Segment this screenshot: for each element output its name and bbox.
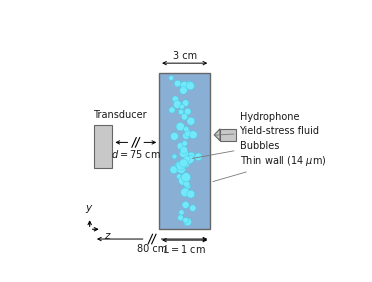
Point — [183, 127, 189, 131]
Point — [171, 134, 177, 139]
Point — [182, 114, 187, 119]
Point — [168, 76, 174, 80]
Text: 80 cm: 80 cm — [137, 244, 167, 254]
Point — [181, 151, 187, 155]
Point — [190, 133, 196, 137]
Point — [182, 161, 188, 166]
Point — [180, 178, 186, 183]
Point — [177, 144, 183, 148]
Text: 3 cm: 3 cm — [173, 50, 197, 61]
Point — [183, 203, 189, 207]
Point — [176, 163, 182, 167]
Point — [188, 119, 194, 124]
Point — [180, 161, 186, 165]
Bar — [94, 125, 112, 168]
Point — [183, 101, 189, 105]
Point — [185, 184, 190, 188]
Point — [190, 206, 196, 210]
Text: $y$: $y$ — [86, 203, 94, 215]
Text: $d = 75$ cm: $d = 75$ cm — [111, 148, 161, 160]
Point — [177, 124, 183, 129]
Point — [172, 97, 178, 101]
Bar — [220, 129, 236, 141]
Point — [182, 190, 188, 195]
Point — [182, 141, 188, 146]
Point — [174, 102, 180, 107]
Text: $L = 1$ cm: $L = 1$ cm — [163, 243, 206, 255]
Point — [184, 182, 190, 186]
Point — [179, 210, 185, 215]
Point — [187, 157, 193, 162]
Point — [176, 174, 182, 179]
Text: Hydrophone: Hydrophone — [240, 112, 299, 122]
Point — [185, 220, 190, 224]
Bar — [159, 73, 210, 229]
Point — [175, 164, 181, 168]
Point — [185, 131, 191, 136]
Point — [182, 83, 187, 88]
Point — [171, 154, 177, 159]
Text: Thin wall (14 $\mu$m): Thin wall (14 $\mu$m) — [213, 155, 326, 182]
Polygon shape — [214, 129, 220, 141]
Point — [178, 110, 184, 114]
Point — [195, 155, 201, 159]
Point — [188, 153, 194, 158]
Point — [178, 163, 184, 168]
Point — [186, 83, 192, 88]
Text: Yield-stress fluid: Yield-stress fluid — [214, 126, 320, 136]
Point — [181, 148, 187, 152]
Text: $z$: $z$ — [104, 231, 112, 241]
Point — [174, 81, 180, 86]
Point — [187, 84, 193, 88]
Point — [184, 157, 190, 161]
Point — [180, 88, 186, 92]
Point — [178, 167, 184, 171]
Point — [185, 109, 191, 114]
Text: Bubbles: Bubbles — [193, 141, 279, 158]
Point — [171, 168, 177, 172]
Point — [183, 134, 189, 138]
Point — [169, 108, 175, 112]
Point — [179, 104, 185, 109]
Text: Transducer: Transducer — [93, 110, 147, 120]
Point — [183, 175, 189, 180]
Point — [177, 215, 183, 220]
Point — [188, 192, 194, 196]
Point — [183, 218, 189, 222]
